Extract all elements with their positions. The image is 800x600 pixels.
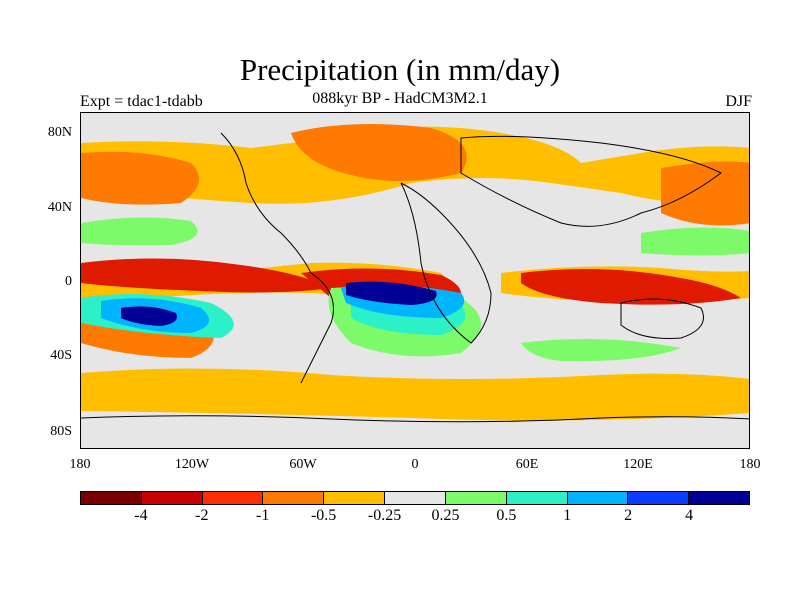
west-pacific-green: [641, 227, 749, 256]
north-atlantic-decrease: [291, 124, 467, 182]
strong-increase-regions: [121, 281, 437, 326]
maritime-continent-red: [521, 269, 741, 305]
legend-label: 4: [685, 507, 694, 524]
x-tick-180-left: 180: [69, 457, 91, 472]
legend-label: -0.25: [367, 507, 402, 524]
antarctica-coastline: [81, 415, 749, 423]
americas-coastline: [220, 132, 334, 384]
precipitation-map: [80, 112, 750, 449]
northwest-pacific-decrease: [661, 161, 749, 226]
indian-ocean-green: [521, 339, 681, 362]
legend-color-box: [263, 492, 325, 504]
x-tick-120w: 120W: [174, 457, 210, 472]
y-tick-80n: 80N: [47, 125, 72, 140]
map-title: Precipitation (in mm/day): [239, 52, 561, 87]
season-label: DJF: [725, 93, 752, 110]
north-pacific-decrease: [81, 151, 199, 205]
legend-color-box: [689, 492, 749, 504]
legend-color-box: [385, 492, 446, 504]
legend-color-box: [445, 492, 507, 504]
legend-label: -0.5: [310, 507, 337, 524]
legend-label: 1: [563, 507, 572, 524]
legend-label: 0.25: [431, 507, 460, 524]
x-tick-0: 0: [411, 457, 419, 472]
legend-color-box: [628, 492, 690, 504]
legend-color-box: [506, 492, 568, 504]
y-tick-40n: 40N: [47, 200, 72, 215]
africa-coastline: [400, 182, 492, 344]
legend-color-box: [324, 492, 386, 504]
map-subtitle: 088kyr BP - HadCM3M2.1: [312, 90, 488, 107]
color-legend: [80, 491, 750, 505]
precipitation-map-svg: [81, 113, 749, 448]
legend-color-box: [141, 492, 203, 504]
legend-label: 0.5: [496, 507, 517, 524]
legend-label: -4: [134, 507, 148, 524]
subtropical-pacific-green: [81, 217, 198, 246]
legend-label: 2: [624, 507, 633, 524]
y-tick-40s: 40S: [50, 348, 72, 363]
coastlines: [81, 132, 749, 423]
legend-label: -2: [195, 507, 209, 524]
south-atlantic-navy: [346, 281, 437, 305]
legend-color-box: [202, 492, 264, 504]
x-tick-120e: 120E: [623, 457, 653, 472]
x-tick-60w: 60W: [289, 457, 317, 472]
x-tick-180-right: 180: [739, 457, 761, 472]
eurasia-coastline: [460, 135, 722, 227]
legend-color-box: [81, 492, 142, 504]
x-tick-60e: 60E: [515, 457, 539, 472]
legend-color-box: [567, 492, 629, 504]
experiment-label: Expt = tdac1-tdabb: [80, 93, 203, 110]
legend-label: -1: [256, 507, 270, 524]
y-tick-80s: 80S: [50, 424, 72, 439]
itcz-pacific-red: [81, 258, 331, 293]
australia-coastline: [620, 298, 704, 339]
y-tick-0: 0: [65, 274, 72, 289]
southern-ocean-band: [81, 368, 749, 421]
south-pacific-navy: [121, 306, 177, 326]
